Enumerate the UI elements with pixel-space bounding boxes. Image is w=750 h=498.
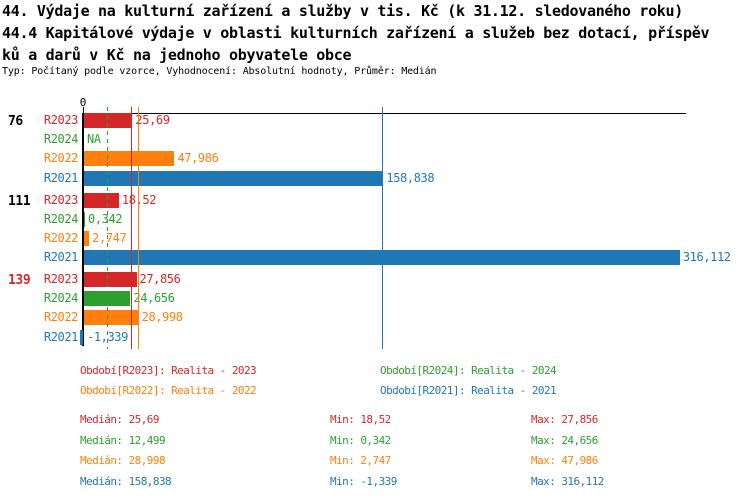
group-label-139: 139 bbox=[8, 273, 31, 288]
stat-median-R2022: Medián: 28,998 bbox=[80, 454, 166, 467]
median-line-R2022 bbox=[138, 107, 139, 349]
median-line-R2023 bbox=[131, 107, 132, 349]
bar-R2021-group-111 bbox=[84, 250, 680, 265]
stat-median-R2021: Medián: 158,838 bbox=[80, 474, 172, 488]
group-label-76: 76 bbox=[8, 114, 23, 129]
row-label-R2023-group-139: R2023 bbox=[43, 272, 79, 286]
row-label-R2021-group-111: R2021 bbox=[43, 250, 79, 264]
legend-item-R2021: Období[R2021]: Realita - 2021 bbox=[380, 384, 557, 397]
row-label-R2022-group-139: R2022 bbox=[43, 310, 79, 324]
page-title-line-1: 44. Výdaje na kulturní zařízení a služby… bbox=[2, 2, 684, 20]
page-title-line-3: ků a darů v Kč na jednoho obyvatele obce bbox=[2, 46, 352, 64]
bar-R2021-group-139 bbox=[80, 330, 83, 345]
row-label-R2024-group-76: R2024 bbox=[43, 132, 79, 146]
y-axis-line bbox=[82, 113, 84, 346]
row-label-R2024-group-111: R2024 bbox=[43, 212, 79, 226]
value-label-R2022-group-76: 47,986 bbox=[177, 151, 219, 165]
group-label-111: 111 bbox=[8, 193, 31, 209]
stat-min-R2024: Min: 0,342 bbox=[330, 433, 391, 447]
value-label-R2023-group-76: 25,69 bbox=[135, 113, 170, 127]
bar-R2022-group-139 bbox=[84, 310, 139, 325]
x-axis-line bbox=[83, 113, 686, 114]
stat-max-R2021: Max: 316,112 bbox=[531, 474, 604, 488]
stat-median-R2024: Medián: 12,499 bbox=[80, 433, 166, 447]
value-label-R2022-group-111: 2,747 bbox=[92, 231, 127, 245]
stat-median-R2023: Medián: 25,69 bbox=[80, 413, 160, 426]
median-line-R2021 bbox=[382, 107, 383, 349]
legend-item-R2022: Období[R2022]: Realita - 2022 bbox=[80, 384, 257, 397]
value-label-R2022-group-139: 28,998 bbox=[141, 310, 183, 324]
stat-max-R2024: Max: 24,656 bbox=[531, 433, 598, 447]
median-line-R2024 bbox=[107, 107, 108, 349]
value-label-R2024-group-139: 24,656 bbox=[133, 291, 175, 305]
row-label-R2023-group-76: R2023 bbox=[43, 113, 79, 127]
value-label-R2021-group-76: 158,838 bbox=[386, 171, 435, 185]
zero-tick-label: 0 bbox=[79, 96, 87, 109]
bar-R2022-group-76 bbox=[84, 151, 175, 166]
legend-item-R2024: Období[R2024]: Realita - 2024 bbox=[380, 364, 557, 377]
bar-R2023-group-76 bbox=[84, 113, 133, 128]
row-label-R2022-group-76: R2022 bbox=[43, 151, 79, 165]
page-title-line-2: 44.4 Kapitálové výdaje v oblasti kulturn… bbox=[2, 24, 710, 42]
row-label-R2022-group-111: R2022 bbox=[43, 231, 79, 245]
value-label-R2023-group-139: 27,856 bbox=[139, 272, 181, 286]
value-label-R2023-group-111: 18,52 bbox=[122, 193, 157, 208]
value-label-R2021-group-111: 316,112 bbox=[682, 250, 731, 264]
bar-R2024-group-111 bbox=[84, 212, 85, 227]
legend-item-R2023: Období[R2023]: Realita - 2023 bbox=[80, 364, 257, 377]
stat-min-R2021: Min: -1,339 bbox=[330, 474, 397, 488]
bar-R2023-group-139 bbox=[84, 272, 137, 287]
stat-max-R2022: Max: 47,986 bbox=[531, 454, 598, 467]
value-label-R2024-group-76: NA bbox=[87, 132, 101, 146]
stat-min-R2023: Min: 18,52 bbox=[330, 413, 391, 426]
stat-min-R2022: Min: 2,747 bbox=[330, 454, 391, 467]
chart-subtitle-meta: Typ: Počítaný podle vzorce, Vyhodnocení:… bbox=[2, 66, 437, 77]
zero-tick bbox=[83, 107, 84, 113]
value-label-R2024-group-111: 0,342 bbox=[88, 212, 123, 226]
row-label-R2024-group-139: R2024 bbox=[43, 291, 79, 305]
stat-max-R2023: Max: 27,856 bbox=[531, 413, 598, 426]
row-label-R2021-group-76: R2021 bbox=[43, 171, 79, 185]
bar-R2021-group-76 bbox=[84, 171, 384, 186]
row-label-R2023-group-111: R2023 bbox=[43, 193, 79, 207]
bar-R2023-group-111 bbox=[84, 193, 119, 208]
row-label-R2021-group-139: R2021 bbox=[43, 330, 79, 344]
bar-R2022-group-111 bbox=[84, 231, 90, 246]
